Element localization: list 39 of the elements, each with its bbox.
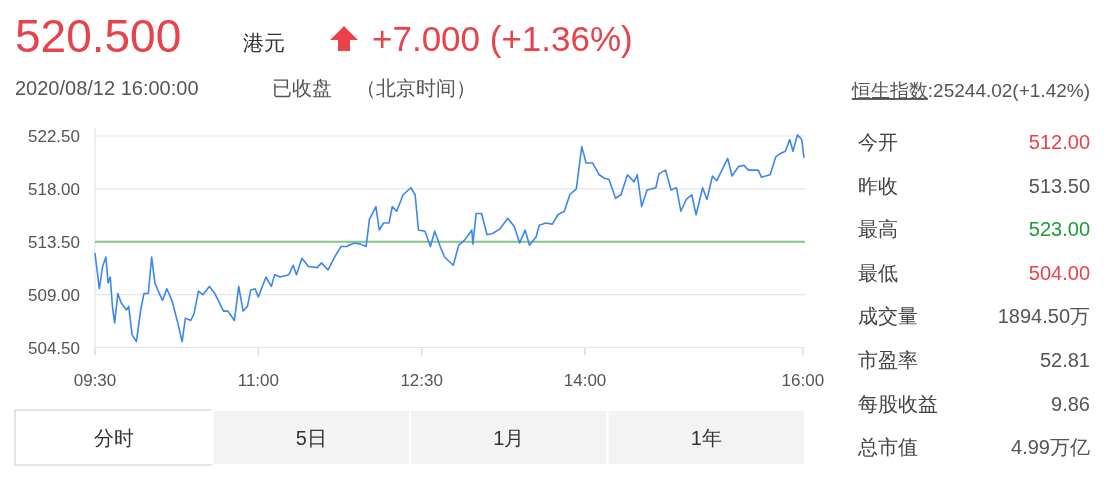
text: 市盈率 [858, 349, 918, 371]
x-tick-label: 11:00 [237, 371, 279, 390]
y-tick-label: 509.00 [28, 285, 80, 305]
text: 已收盘 [272, 77, 332, 99]
chart-title: 520.500 [15, 10, 182, 62]
text: （北京时间） [356, 77, 476, 99]
text: 恒生指数 [850, 80, 928, 101]
text: 4.99万亿 [1011, 436, 1090, 459]
text: 今开 [858, 131, 898, 153]
text: 9.86 [1051, 392, 1090, 415]
text: +7.000 (+1.36%) [372, 19, 633, 58]
text: 昨收 [858, 174, 898, 197]
x-tick-label: 12:30 [400, 371, 443, 390]
line-series [94, 134, 805, 343]
y-tick-label: 522.50 [28, 127, 80, 147]
text: 523.00 [1028, 218, 1090, 241]
text: 最高 [858, 218, 898, 241]
text: 每股收益 [858, 392, 938, 415]
text: 成交量 [858, 305, 918, 328]
y-tick-label: 513.50 [28, 232, 80, 252]
text: 504.00 [1028, 261, 1090, 284]
x-tick-label: 09:30 [73, 371, 117, 390]
text: 1月 [493, 427, 525, 449]
y-tick-label: 518.00 [28, 179, 80, 199]
x-tick-label: 14:00 [563, 371, 607, 390]
x-tick-label: 16:00 [781, 371, 825, 390]
text: 最低 [858, 261, 898, 284]
text: 2020/08/12 16:00:00 [15, 77, 199, 99]
y-tick-label: 504.50 [28, 338, 80, 358]
text: 总市值 [857, 436, 918, 459]
text: 1年 [690, 427, 722, 449]
text: 1894.50万 [997, 305, 1090, 328]
text: :25244.02(+1.42%) [927, 80, 1090, 101]
text: 513.50 [1028, 174, 1090, 197]
text: 港元 [243, 31, 285, 54]
text: 5日 [295, 427, 327, 449]
text: 52.81 [1039, 349, 1090, 371]
text: 512.00 [1028, 131, 1090, 153]
text: 分时 [93, 427, 134, 449]
